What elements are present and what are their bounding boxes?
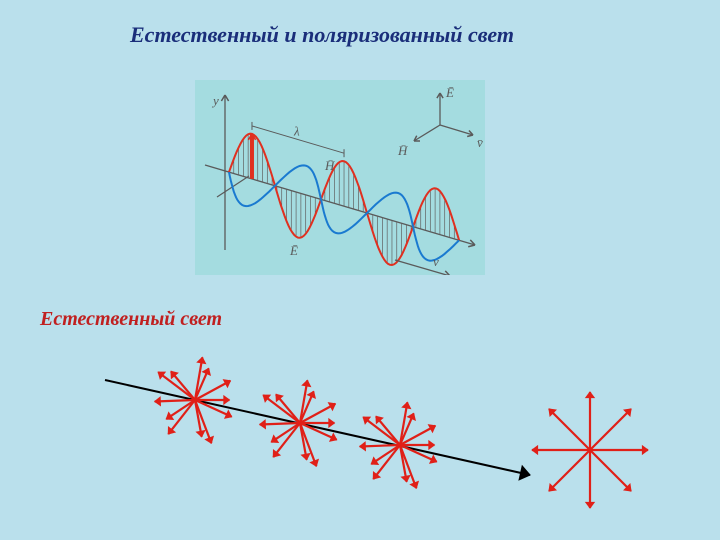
natural-light-svg (0, 0, 720, 540)
